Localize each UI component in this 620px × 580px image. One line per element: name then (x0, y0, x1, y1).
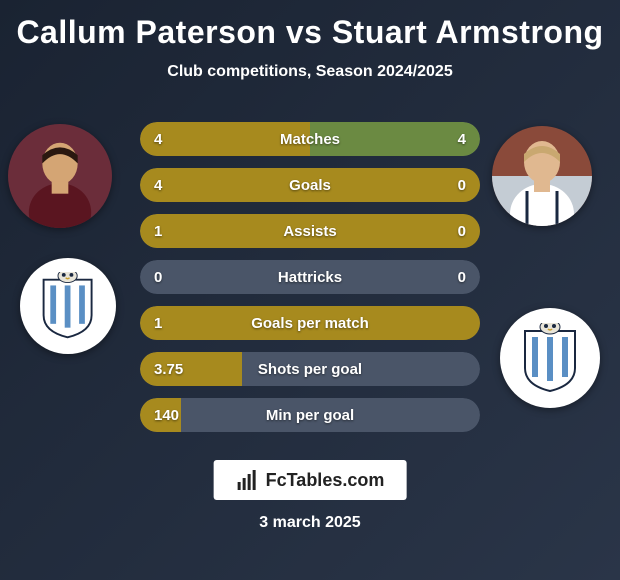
chart-icon (236, 468, 260, 492)
footer-brand: FcTables.com (214, 460, 407, 500)
stat-label: Min per goal (266, 407, 354, 424)
stat-row: 1 Assists 0 (140, 214, 480, 248)
stat-row: 0 Hattricks 0 (140, 260, 480, 294)
stat-value-right: 0 (458, 269, 466, 286)
stat-value-right: 4 (458, 131, 466, 148)
footer-brand-text: FcTables.com (266, 470, 385, 491)
player-left-avatar (8, 124, 112, 228)
stat-label: Goals per match (251, 315, 369, 332)
stat-value-right: 0 (458, 223, 466, 240)
stat-label: Shots per goal (258, 361, 362, 378)
player-right-avatar (492, 126, 592, 226)
stat-value-right: 0 (458, 177, 466, 194)
stats-container: 4 Matches 4 4 Goals 0 1 Assists 0 0 Hattricks 0 1 Goa… (140, 122, 480, 444)
stat-value-left: 1 (154, 223, 162, 240)
page-title: Callum Paterson vs Stuart Armstrong (0, 0, 620, 51)
stat-value-left: 140 (154, 407, 179, 424)
stat-row: 140 Min per goal (140, 398, 480, 432)
stat-value-left: 4 (154, 177, 162, 194)
stat-value-left: 1 (154, 315, 162, 332)
stat-label: Assists (283, 223, 336, 240)
stat-row: 4 Matches 4 (140, 122, 480, 156)
player-right-club-badge (500, 308, 600, 408)
date-text: 3 march 2025 (259, 514, 360, 532)
stat-value-left: 4 (154, 131, 162, 148)
stat-label: Goals (289, 177, 331, 194)
stat-value-left: 0 (154, 269, 162, 286)
stat-value-left: 3.75 (154, 361, 183, 378)
stat-row: 1 Goals per match (140, 306, 480, 340)
stat-label: Matches (280, 131, 340, 148)
stat-row: 3.75 Shots per goal (140, 352, 480, 386)
player-left-club-badge (20, 258, 116, 354)
stat-row: 4 Goals 0 (140, 168, 480, 202)
subtitle: Club competitions, Season 2024/2025 (0, 63, 620, 81)
stat-label: Hattricks (278, 269, 342, 286)
